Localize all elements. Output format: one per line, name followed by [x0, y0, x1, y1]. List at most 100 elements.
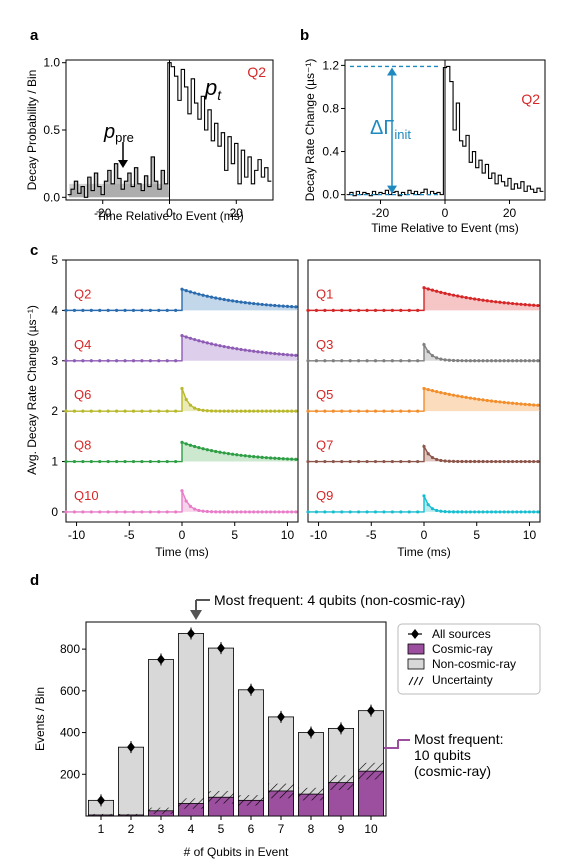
panel-b: Decay Rate Change (µs⁻¹) Time Relative t… — [303, 58, 546, 235]
series-point-q6 — [123, 409, 127, 413]
x-tick-label: 3 — [158, 822, 165, 836]
panel-c-ylabel: Avg. Decay Rate Change (µs⁻¹) — [25, 305, 39, 475]
series-point-q9 — [323, 510, 327, 514]
series-point-q1 — [314, 308, 319, 312]
x-tick-label: 1 — [98, 822, 105, 836]
series-point-q3 — [519, 359, 523, 363]
series-point-q2 — [180, 287, 184, 291]
series-point-q8 — [131, 459, 136, 464]
series-point-q2 — [115, 308, 119, 312]
series-point-q2 — [123, 308, 127, 312]
series-point-q8 — [252, 455, 256, 459]
series-point-q1 — [365, 308, 369, 312]
series-point-q10 — [115, 510, 119, 514]
series-point-q3 — [331, 359, 335, 363]
series-point-q3 — [485, 359, 489, 363]
series-point-q2 — [140, 308, 144, 312]
x-tick-label: 9 — [338, 822, 345, 836]
series-point-q2 — [157, 308, 161, 312]
series-point-q8 — [290, 457, 294, 461]
series-point-q7 — [510, 459, 515, 464]
series-point-q8 — [89, 459, 93, 464]
series-point-q2 — [239, 300, 243, 304]
series-point-q1 — [435, 289, 439, 293]
series-point-q2 — [184, 288, 188, 293]
series-point-q5 — [373, 409, 378, 413]
series-point-q8 — [72, 459, 77, 464]
series-point-q4 — [115, 359, 119, 363]
series-point-q7 — [532, 459, 536, 464]
series-point-q7 — [416, 459, 420, 464]
panel-a-xlabel: Time Relative to Event (ms) — [96, 209, 244, 223]
series-point-q1 — [464, 295, 468, 300]
x-tick-label: -20 — [94, 206, 112, 220]
series-point-q1 — [407, 308, 411, 312]
bar-uncertainty — [208, 790, 234, 804]
series-label-q1: Q1 — [316, 286, 333, 301]
series-point-q7 — [447, 459, 451, 463]
series-point-q3 — [314, 359, 319, 363]
series-point-q5 — [481, 398, 485, 402]
series-point-q3 — [506, 359, 510, 363]
series-point-q10 — [243, 510, 247, 514]
bar-uncertainty — [88, 813, 114, 816]
series-point-q3 — [399, 359, 403, 363]
series-point-q4 — [131, 359, 136, 363]
series-point-q8 — [222, 451, 226, 455]
y-tick-label: 3 — [51, 354, 58, 368]
x-tick-label: -20 — [372, 206, 390, 220]
series-point-q2 — [205, 294, 209, 298]
series-point-q9 — [527, 510, 532, 514]
x-tick-label: 10 — [523, 528, 537, 542]
series-point-q10 — [148, 510, 152, 514]
series-point-q10 — [201, 509, 205, 513]
bar-uncertainty — [358, 762, 384, 780]
series-point-q3 — [430, 354, 435, 358]
series-point-q1 — [348, 308, 352, 312]
series-point-q10 — [64, 510, 68, 514]
series-label-q4: Q4 — [74, 337, 91, 352]
series-point-q7 — [430, 455, 435, 460]
series-point-q8 — [115, 459, 119, 464]
series-point-q5 — [443, 391, 447, 396]
series-point-q7 — [460, 459, 464, 464]
series-point-q1 — [439, 290, 443, 294]
series-point-q5 — [456, 394, 460, 398]
series-point-q2 — [148, 308, 152, 312]
series-point-q3 — [502, 359, 506, 363]
series-point-q1 — [382, 308, 386, 312]
series-point-q3 — [489, 359, 494, 363]
series-point-q4 — [264, 351, 268, 355]
series-label-q5: Q5 — [316, 387, 333, 402]
series-point-q1 — [532, 303, 536, 307]
series-point-q6 — [98, 409, 102, 413]
series-point-q10 — [193, 507, 197, 511]
series-point-q8 — [226, 451, 230, 456]
series-point-q1 — [373, 308, 378, 312]
panel-b-xlabel: Time Relative to Event (ms) — [371, 221, 519, 235]
series-point-q8 — [140, 459, 144, 464]
series-point-q7 — [331, 459, 335, 464]
series-point-q8 — [81, 459, 85, 464]
annotation-right-line2: 10 qubits — [414, 747, 471, 763]
series-point-q5 — [536, 403, 540, 407]
bar-uncertainty — [328, 775, 354, 790]
panel-a-ylabel: Decay Probability / Bin — [25, 70, 39, 191]
panel-label-b: b — [300, 27, 309, 44]
series-point-q3 — [422, 343, 426, 347]
p-pre-symbol: p — [103, 121, 115, 143]
series-point-q2 — [98, 308, 102, 312]
panel-label-c: c — [30, 242, 38, 259]
x-tick-label: 8 — [308, 822, 315, 836]
series-point-q7 — [523, 459, 527, 464]
y-tick-label: 800 — [60, 642, 80, 656]
legend-box — [397, 623, 541, 695]
delta-arrow-head-up — [387, 67, 397, 76]
series-point-q8 — [180, 440, 184, 444]
series-point-q9 — [456, 510, 460, 514]
series-point-q8 — [197, 446, 201, 450]
legend-item-cosmic-ray: Cosmic-ray — [407, 642, 493, 656]
series-point-q10 — [106, 510, 110, 514]
series-point-q4 — [252, 349, 256, 353]
series-point-q9 — [443, 510, 447, 514]
